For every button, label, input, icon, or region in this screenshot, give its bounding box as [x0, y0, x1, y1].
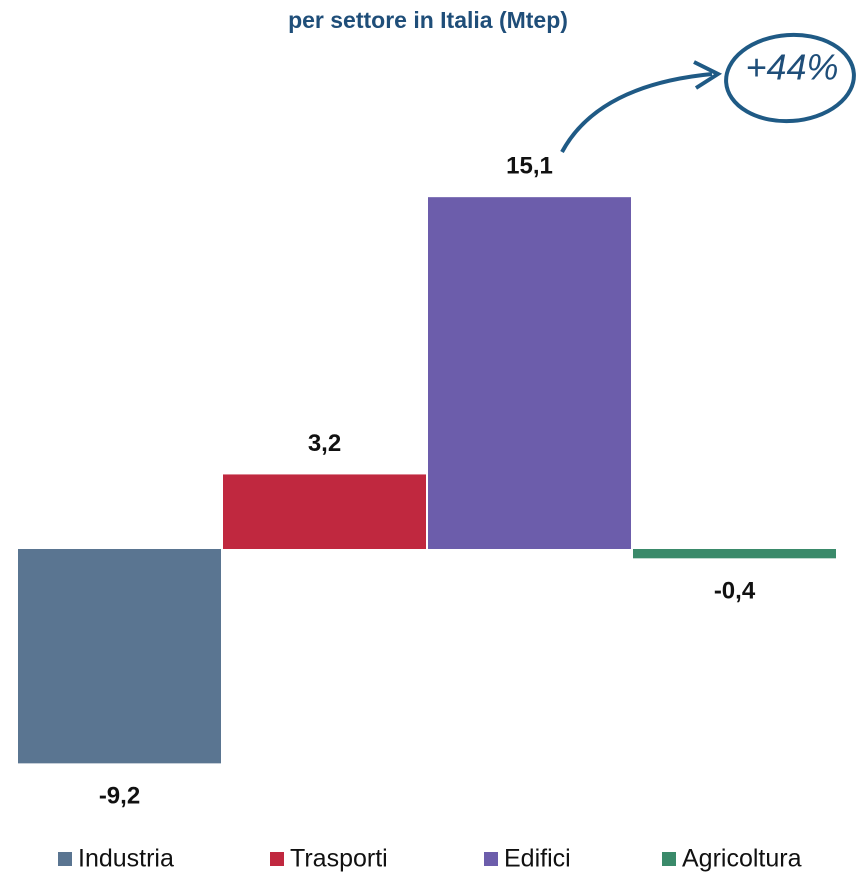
bar: [428, 197, 631, 550]
annotation-circle: [724, 32, 856, 124]
annotation: +44%: [745, 47, 838, 88]
legend-swatch: [58, 852, 72, 866]
bar: [18, 549, 221, 764]
value-label: 3,2: [308, 430, 341, 457]
legend-label: Edifici: [504, 845, 571, 873]
bar: [633, 549, 836, 559]
value-label: -0,4: [714, 578, 756, 605]
annotation-arrowhead: [693, 60, 723, 90]
legend-label: Industria: [78, 845, 174, 873]
legend-label: Trasporti: [290, 845, 388, 873]
legend-swatch: [484, 852, 498, 866]
legend-swatch: [270, 852, 284, 866]
value-label: -9,2: [99, 783, 140, 810]
chart-title: per settore in Italia (Mtep): [288, 7, 568, 33]
legend-label: Agricoltura: [682, 845, 802, 873]
value-label: 15,1: [506, 153, 553, 180]
bar: [223, 474, 426, 549]
legend-swatch: [662, 852, 676, 866]
annotation-arrow: [560, 72, 713, 153]
